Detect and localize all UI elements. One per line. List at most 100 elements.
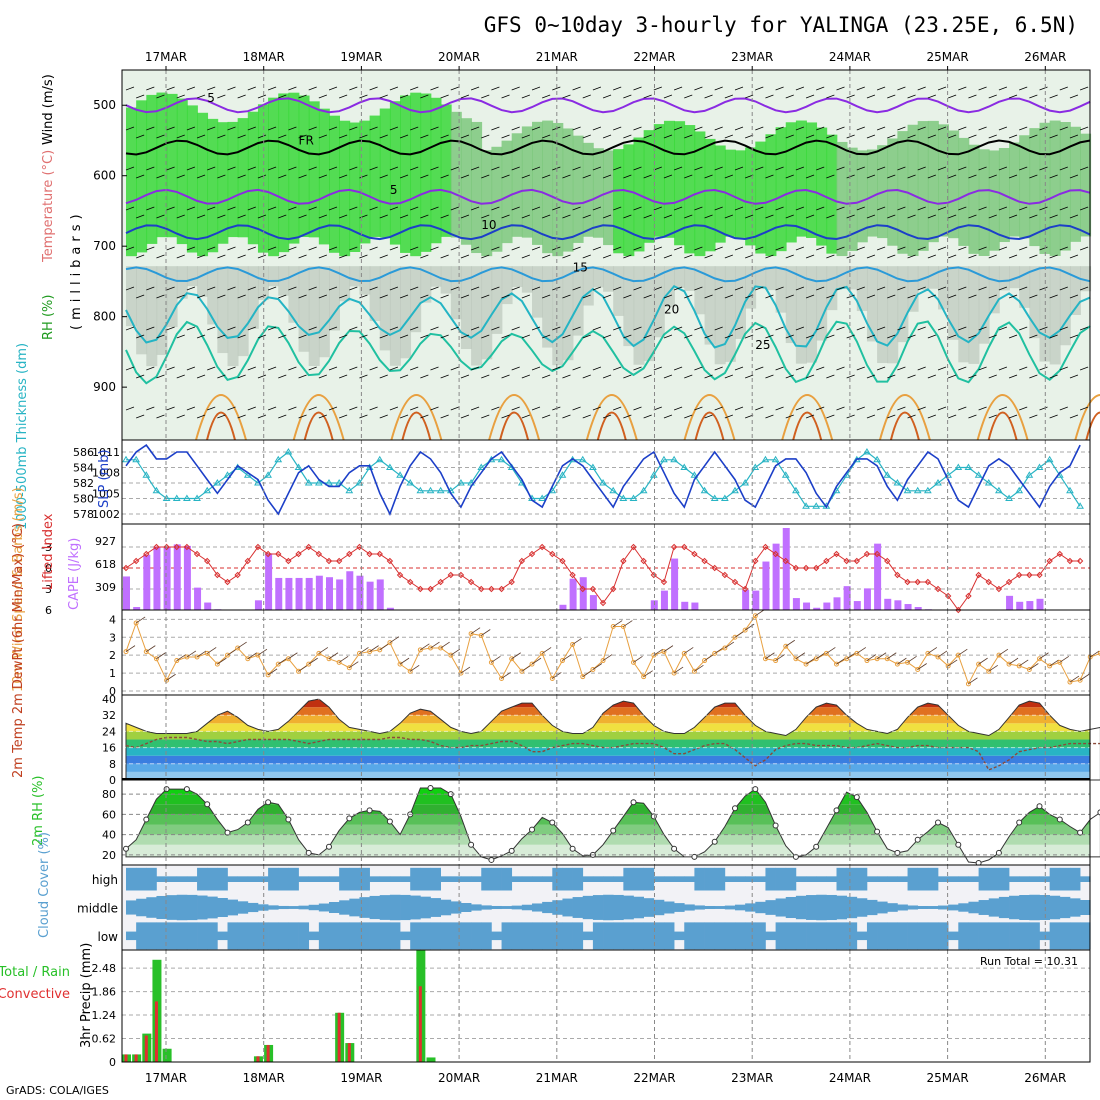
wind-barb [420,334,429,339]
cloud-cell [308,876,320,882]
wind-barb [785,639,795,647]
thickness-point [741,479,750,486]
temp-tick-label: 24 [102,725,116,738]
wind-barb [217,294,226,299]
cloud-cell [856,867,868,891]
wind-barb [684,214,693,219]
wind-barb [542,174,551,179]
wind-barb [785,254,794,259]
cloud-cell [846,896,858,919]
li-point [660,578,668,586]
wind-barb [745,94,754,99]
wind-barb [237,414,246,419]
li-point [224,578,231,586]
wind-speed-point [600,658,606,664]
li-point [275,550,282,558]
cloud-cell [389,894,401,921]
wind-barb [339,334,348,339]
cloud-cell [978,900,990,915]
wind-barb [156,414,165,419]
rh-point [671,845,678,852]
wind-barb [359,94,368,99]
cloud-cell [481,922,492,950]
wind-barb [359,134,368,139]
cloud-cell [765,931,776,941]
wind-barb [389,166,399,171]
cloud-row-label: low [98,930,119,944]
precip-convective-bar [154,1001,158,1062]
cape-bar [823,602,831,610]
wind-barb [755,86,764,91]
cloud-cell [998,867,1010,891]
wind-barb [379,134,388,139]
cloud-cell [704,922,716,950]
wind-barb [491,286,500,291]
wind-speed-point [539,650,545,656]
wind-barb [663,374,673,379]
wind-speed-point [1067,679,1073,685]
wind-barb [501,214,510,219]
wind-barb [328,126,338,131]
wind-barb [125,166,135,171]
wind-barb [166,126,175,131]
wind-barb [1039,406,1048,411]
rh-moist-column [694,131,706,257]
rh-gray-column [278,266,290,296]
wind-barb [227,126,236,131]
wind-barb [663,94,673,99]
warm-arc [1074,394,1100,441]
rh-moist-column [349,122,361,253]
wind-speed-point [1097,650,1100,656]
wind-barb [836,406,845,411]
wind-barb [684,174,693,179]
wind-barb [876,326,886,331]
cloud-cell [136,898,147,917]
cloud-cell [460,903,472,912]
wind-barb [948,414,957,419]
rh-gray-column [775,266,787,313]
wind-barb [1008,334,1018,339]
li-point [985,578,992,586]
rh-point [204,801,211,808]
thickness-point [1025,471,1034,478]
wind-barb [410,286,419,291]
warm-arc [694,411,725,441]
wind-barb [207,366,216,371]
wind-barb [196,414,206,419]
li-point [599,599,607,607]
wind-speed-point [306,661,312,667]
wind-barb [1039,246,1048,251]
wind-barb [724,254,733,259]
wind-barb [836,86,845,91]
cloud-cell [471,922,482,950]
rh-gray-column [856,266,868,312]
wind-speed-point [813,656,819,662]
rh-gray-column [450,266,462,320]
wind-barb [755,286,764,291]
cloud-cell [968,922,979,950]
wind-barb [592,286,602,291]
wind-speed-point [570,641,576,647]
li-point [620,557,627,565]
rh-gray-column [481,266,493,360]
wind-speed-point [296,668,302,674]
cape-tick-label: 927 [95,535,116,548]
thickness-point [913,486,922,494]
temp-tick-label: 16 [102,742,116,755]
cloud-cell [410,867,421,891]
li-point [508,578,515,586]
cloud-cell [603,894,614,921]
cloud-cell [389,922,401,950]
cape-bar [853,601,861,610]
wind-barb [430,86,439,91]
li-point [589,585,597,593]
wind-barb [481,414,490,419]
wind-barb [450,166,459,171]
wind-barb [399,254,409,259]
wind-barb [866,254,876,259]
wind-barb [399,214,409,219]
cape-axis-label: CAPE (J/kg) [67,538,82,610]
wind-barb [1069,334,1079,339]
